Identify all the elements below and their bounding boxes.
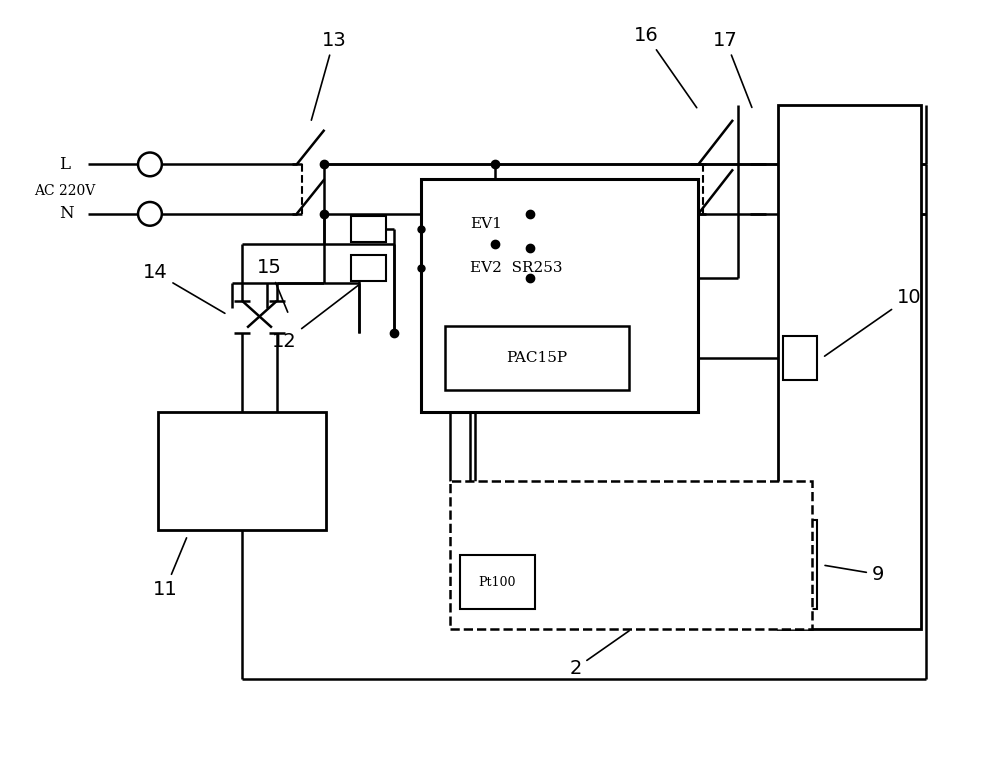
FancyBboxPatch shape xyxy=(421,179,698,411)
Text: AC 220V: AC 220V xyxy=(34,184,95,198)
FancyBboxPatch shape xyxy=(158,411,326,530)
Text: 9: 9 xyxy=(825,565,884,584)
Text: 10: 10 xyxy=(825,288,921,356)
Polygon shape xyxy=(792,349,810,367)
Text: 12: 12 xyxy=(272,285,359,351)
FancyBboxPatch shape xyxy=(351,255,386,281)
FancyBboxPatch shape xyxy=(783,335,817,380)
Text: 17: 17 xyxy=(713,30,752,107)
FancyBboxPatch shape xyxy=(783,520,817,610)
Text: EV2  SR253: EV2 SR253 xyxy=(470,261,563,275)
FancyBboxPatch shape xyxy=(445,325,629,390)
FancyBboxPatch shape xyxy=(351,216,386,242)
Text: L: L xyxy=(59,156,70,173)
Text: 11: 11 xyxy=(153,538,187,599)
Text: Pt100: Pt100 xyxy=(479,576,516,589)
Text: 14: 14 xyxy=(143,263,225,313)
Text: 16: 16 xyxy=(634,26,697,107)
FancyBboxPatch shape xyxy=(460,555,535,610)
Text: 13: 13 xyxy=(311,30,346,120)
Text: N: N xyxy=(59,205,73,223)
Text: EV1: EV1 xyxy=(470,216,502,231)
Text: PAC15P: PAC15P xyxy=(507,351,568,365)
FancyBboxPatch shape xyxy=(778,105,921,629)
FancyBboxPatch shape xyxy=(450,481,812,629)
Text: 15: 15 xyxy=(257,258,288,312)
Text: 2: 2 xyxy=(569,631,629,677)
